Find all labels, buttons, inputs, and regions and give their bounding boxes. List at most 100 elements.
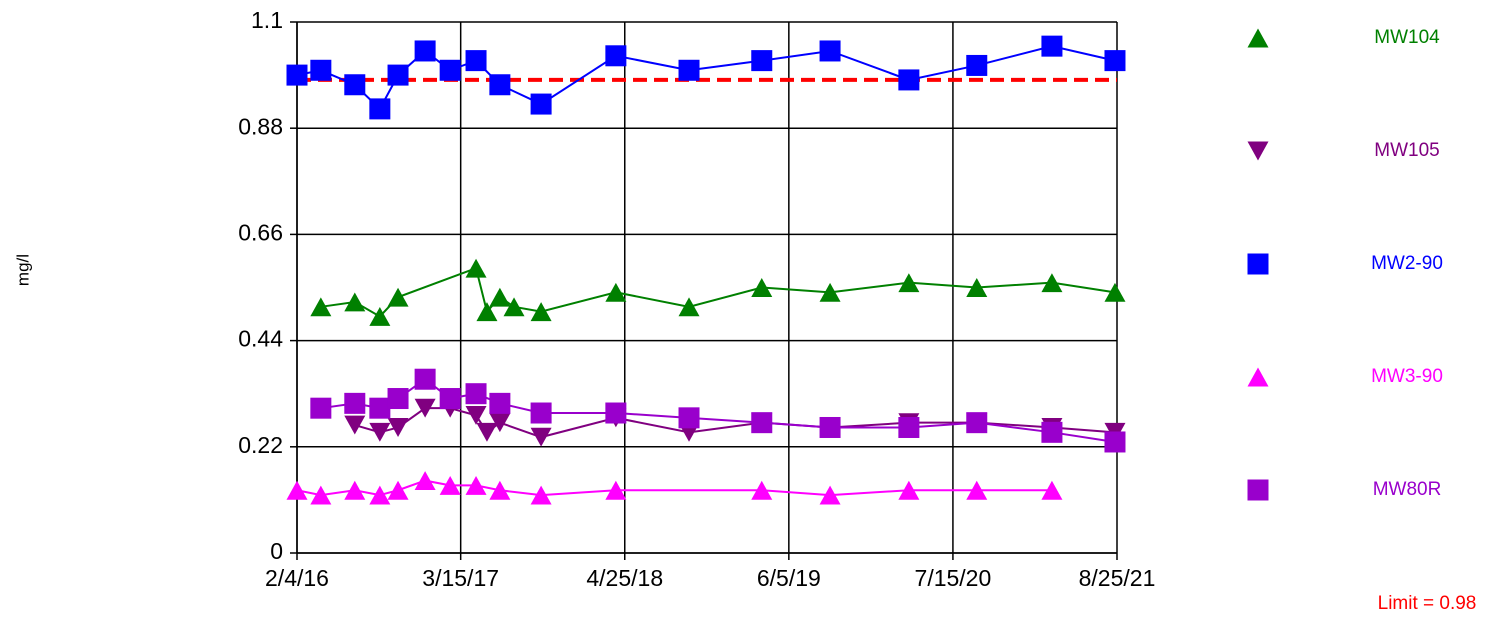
marker [605, 480, 627, 500]
marker [966, 54, 988, 76]
marker [369, 422, 391, 442]
marker [1104, 431, 1126, 453]
x-tick-label: 8/25/21 [1079, 565, 1156, 591]
legend-label: MW105 [1374, 140, 1439, 161]
marker [344, 480, 366, 500]
x-tick-label: 6/5/19 [757, 565, 821, 591]
marker [465, 383, 487, 405]
marker [439, 388, 461, 410]
marker [898, 416, 920, 438]
marker [530, 93, 552, 115]
marker [489, 74, 511, 96]
legend-marker [1247, 367, 1269, 387]
marker [605, 282, 627, 302]
marker [751, 412, 773, 434]
marker [369, 397, 391, 419]
marker [465, 405, 487, 425]
marker [369, 485, 391, 505]
marker [476, 422, 498, 442]
marker [310, 485, 332, 505]
y-axis-label: mg/l [13, 254, 32, 286]
marker [476, 302, 498, 322]
marker [310, 397, 332, 419]
legend-marker [1247, 479, 1269, 501]
marker [678, 407, 700, 429]
marker [605, 402, 627, 424]
marker [530, 427, 552, 447]
marker [387, 388, 409, 410]
marker [819, 416, 841, 438]
marker [966, 480, 988, 500]
marker [439, 59, 461, 81]
marker [1041, 480, 1063, 500]
marker [966, 278, 988, 297]
marker [1104, 282, 1126, 302]
marker [1104, 50, 1126, 72]
marker [465, 50, 487, 72]
marker [678, 59, 700, 81]
marker [819, 40, 841, 62]
marker [439, 475, 461, 495]
series-line [296, 479, 1052, 497]
marker [414, 471, 436, 491]
marker [489, 392, 511, 414]
y-tick-label: 0.22 [238, 432, 283, 458]
marker [530, 302, 552, 322]
legend-label: MW3-90 [1371, 366, 1443, 387]
legend-marker [1247, 253, 1269, 275]
x-tick-label: 2/4/16 [265, 565, 329, 591]
marker [1041, 273, 1063, 293]
marker [344, 415, 366, 435]
marker [898, 480, 920, 500]
legend-label: MW80R [1373, 479, 1442, 500]
marker [465, 475, 487, 495]
marker [751, 278, 773, 297]
series-line [354, 407, 1116, 439]
legend-label: MW2-90 [1371, 253, 1443, 274]
legend-label: MW104 [1374, 27, 1440, 48]
marker [344, 392, 366, 414]
marker [387, 480, 409, 500]
marker [310, 59, 332, 81]
x-tick-label: 3/15/17 [422, 565, 499, 591]
marker [286, 64, 308, 86]
series-line [320, 266, 1116, 318]
marker [387, 64, 409, 86]
marker [465, 258, 487, 278]
marker [819, 485, 841, 505]
legend-marker [1247, 141, 1269, 161]
marker [751, 50, 773, 72]
limit-label: Limit = 0.98 [1378, 593, 1477, 614]
marker [530, 402, 552, 424]
marker [605, 45, 627, 67]
marker [369, 307, 391, 326]
marker [344, 74, 366, 96]
marker [369, 98, 391, 120]
y-tick-label: 0.88 [238, 113, 283, 139]
y-tick-label: 1.1 [251, 7, 283, 33]
marker [310, 297, 332, 317]
y-tick-label: 0.44 [238, 326, 283, 352]
marker [898, 273, 920, 293]
marker [387, 418, 409, 437]
marker [344, 292, 366, 312]
marker [489, 413, 511, 433]
marker [678, 297, 700, 317]
marker [286, 480, 308, 500]
marker [489, 480, 511, 500]
marker [414, 368, 436, 390]
marker [414, 398, 436, 418]
marker [1041, 35, 1063, 57]
marker [489, 287, 511, 307]
marker [751, 480, 773, 500]
legend-marker [1247, 28, 1269, 48]
marker [414, 40, 436, 62]
x-tick-label: 4/25/18 [586, 565, 663, 591]
marker [530, 485, 552, 505]
marker [898, 69, 920, 91]
x-tick-label: 7/15/20 [915, 565, 992, 591]
marker [1041, 421, 1063, 443]
marker [503, 297, 525, 317]
marker [966, 412, 988, 434]
